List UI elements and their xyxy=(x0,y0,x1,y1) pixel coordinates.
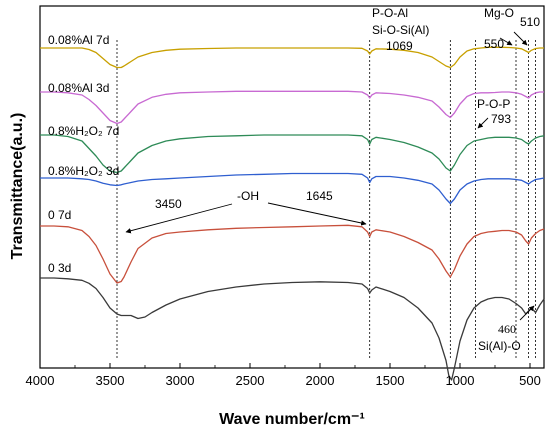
series-label-h2o2-7d: 0.8%H₂O₂ 7d xyxy=(48,124,119,138)
x-tick-label-3500: 3500 xyxy=(96,373,125,388)
x-tick-label-2000: 2000 xyxy=(306,373,335,388)
series-label-al-7d: 0.08%Al 7d xyxy=(48,33,109,47)
y-axis-title: Transmittance(a.u.) xyxy=(9,113,26,260)
oh-wavenumber-1645: 1645 xyxy=(306,189,333,203)
series-label-0-7d: 0 7d xyxy=(48,208,71,222)
series-line-2 xyxy=(40,134,545,174)
pop-arrow xyxy=(477,117,489,129)
x-axis-title: Wave number/cm⁻¹ xyxy=(219,411,365,428)
series-line-5 xyxy=(40,277,545,381)
mgo-label: Mg-O xyxy=(484,6,514,20)
series-line-1 xyxy=(40,90,544,125)
series-label-h2o2-3d: 0.8%H₂O₂ 3d xyxy=(48,164,119,178)
x-tick-label-2500: 2500 xyxy=(236,373,265,388)
series-labels: 0.08%Al 7d 0.08%Al 3d 0.8%H₂O₂ 7d 0.8%H₂… xyxy=(48,33,119,275)
mgo-wavenumber: 510 xyxy=(520,15,540,29)
x-tick-label-4000: 4000 xyxy=(26,373,55,388)
x-tick-label-3000: 3000 xyxy=(166,373,195,388)
x-axis-ticks: 4000 3500 3000 2500 2000 1500 1000 500 xyxy=(26,363,541,388)
series-label-0-3d: 0 3d xyxy=(48,261,71,275)
mgo-arrow xyxy=(513,31,528,46)
sialo-wavenumber: 460 xyxy=(498,322,516,336)
pop-wavenumber: 793 xyxy=(491,112,511,126)
siosi-wavenumber: 1069 xyxy=(386,39,413,53)
x-tick-label-500: 500 xyxy=(519,373,541,388)
series-line-0 xyxy=(40,46,544,69)
x-tick-label-1000: 1000 xyxy=(446,373,475,388)
arrow-550 xyxy=(499,37,513,46)
sialo-arrow xyxy=(519,305,535,321)
oh-label: -OH xyxy=(237,189,259,203)
annotations: -OH 3450 1645 P-O-Al Si-O-Si(Al) 1069 Mg… xyxy=(125,6,540,353)
series-line-4 xyxy=(40,224,545,284)
series-line-3 xyxy=(40,172,545,205)
series-group xyxy=(40,46,545,381)
wavenumber-550: 550 xyxy=(484,37,504,51)
oh-arrow-left xyxy=(125,203,233,234)
oh-arrow-right xyxy=(267,202,367,226)
sialo-label: Si(Al)-O xyxy=(478,339,521,353)
oh-wavenumber-3450: 3450 xyxy=(155,197,182,211)
x-tick-label-1500: 1500 xyxy=(376,373,405,388)
siosi-label: Si-O-Si(Al) xyxy=(372,23,429,37)
poal-label: P-O-Al xyxy=(372,6,408,20)
series-label-al-3d: 0.08%Al 3d xyxy=(48,81,109,95)
pop-label: P-O-P xyxy=(477,97,510,111)
plot-frame xyxy=(39,5,545,369)
